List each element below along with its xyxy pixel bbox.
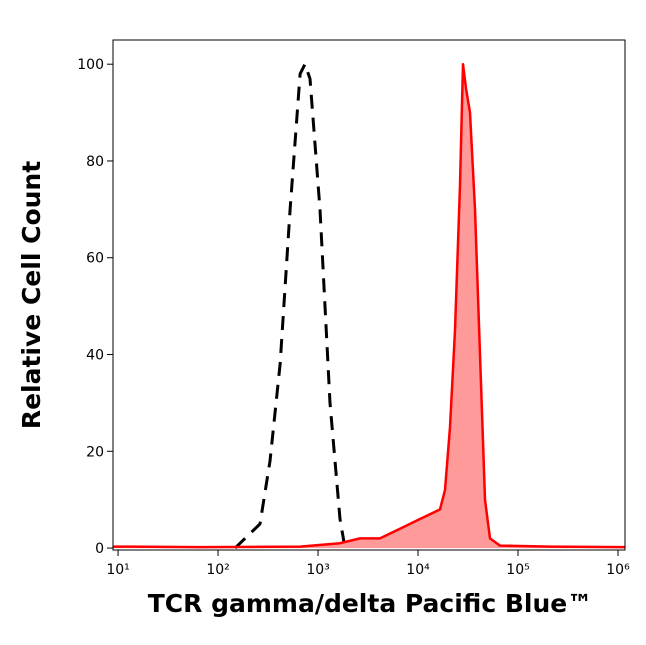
x-tick-label: 10³: [306, 562, 329, 578]
y-tick-label: 20: [86, 444, 104, 460]
line: [234, 62, 347, 550]
x-tick-label: 10⁶: [606, 562, 630, 578]
y-tick-label: 100: [77, 57, 104, 73]
y-tick-label: 60: [86, 251, 104, 267]
y-tick-label: 0: [95, 541, 104, 557]
y-tick-label: 40: [86, 348, 104, 364]
x-tick-label: 10⁵: [506, 562, 529, 578]
y-axis-title: Relative Cell Count: [17, 161, 46, 429]
x-axis-title: TCR gamma/delta Pacific Blue™: [148, 589, 593, 618]
y-tick-label: 80: [86, 154, 104, 170]
line: [112, 62, 626, 549]
x-tick-label: 10⁴: [406, 562, 430, 578]
plot-frame: [112, 39, 626, 551]
x-tick-label: 10¹: [106, 562, 129, 578]
x-tick-label: 10²: [206, 562, 229, 578]
area: [113, 64, 625, 549]
